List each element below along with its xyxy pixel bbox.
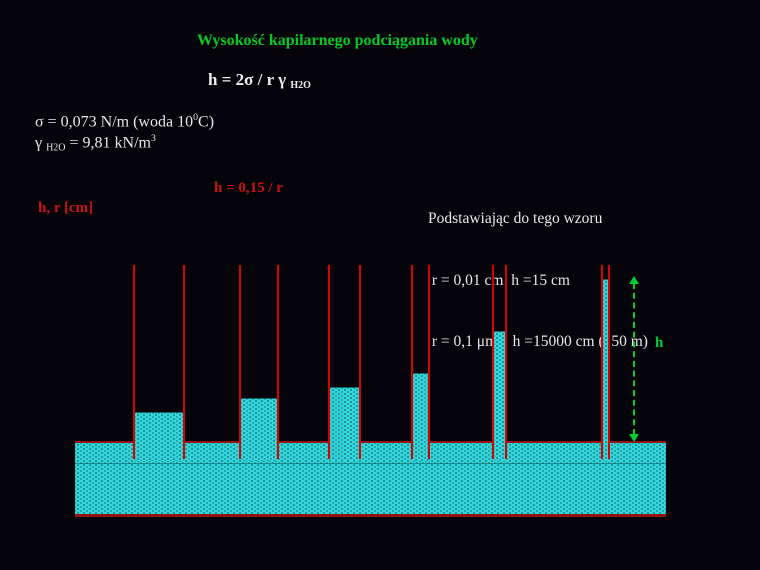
- substitution-block: Podstawiając do tego wzoru r = 0,01 cm h…: [428, 168, 648, 394]
- reservoir-seam-line: [75, 463, 666, 464]
- formula-subscript-h2o: H2O: [290, 80, 311, 91]
- capillary-tube-wall: [505, 265, 507, 459]
- height-label: h: [655, 335, 664, 351]
- capillary-water-column: [241, 398, 277, 461]
- gamma-subscript-h2o: H2O: [46, 142, 66, 154]
- capillary-tube-wall: [608, 265, 610, 459]
- gamma-constant: γ H2O = 9,81 kN/m3: [35, 133, 156, 154]
- height-arrow-head-up: [629, 276, 639, 284]
- capillary-tube-wall: [601, 265, 603, 459]
- height-arrow-head-down: [629, 434, 639, 442]
- capillary-water-column: [413, 373, 428, 461]
- sigma-text: σ = 0,073 N/m (woda 10: [35, 113, 194, 131]
- formula-main: h = 2σ / r γ: [208, 70, 291, 89]
- substitution-case-1: r = 0,01 cm h =15 cm: [428, 271, 570, 289]
- capillary-tube-wall: [239, 265, 241, 459]
- capillary-water-column: [330, 387, 359, 461]
- sigma-text-end: C): [198, 113, 215, 131]
- capillary-tube-wall: [359, 265, 361, 459]
- gamma-superscript: 3: [151, 133, 156, 144]
- sigma-superscript: 0: [193, 112, 199, 123]
- capillary-water-column: [135, 412, 183, 461]
- substitution-heading: Podstawiając do tego wzoru: [428, 210, 603, 227]
- units-label: h, r [cm]: [38, 200, 94, 216]
- capillary-tube-wall: [492, 265, 494, 459]
- capillary-tube-wall: [133, 265, 135, 459]
- capillary-tube-wall: [411, 265, 413, 459]
- gamma-value: = 9,81 kN/m: [65, 134, 151, 152]
- capillary-tube-wall: [277, 265, 279, 459]
- capillary-water-column: [603, 279, 608, 461]
- slide-title: Wysokość kapilarnego podciągania wody: [197, 32, 478, 49]
- sigma-constant: σ = 0,073 N/m (woda 100C): [35, 112, 214, 132]
- capillary-tube-wall: [428, 265, 430, 459]
- capillary-formula: h = 2σ / r γ H2O: [208, 70, 311, 92]
- gamma-symbol: γ: [35, 134, 47, 152]
- capillary-water-column: [494, 331, 505, 461]
- capillary-tube-wall: [328, 265, 330, 459]
- simplified-formula: h = 0,15 / r: [214, 180, 283, 196]
- capillary-tube-wall: [183, 265, 185, 459]
- height-arrow-line: [633, 283, 635, 435]
